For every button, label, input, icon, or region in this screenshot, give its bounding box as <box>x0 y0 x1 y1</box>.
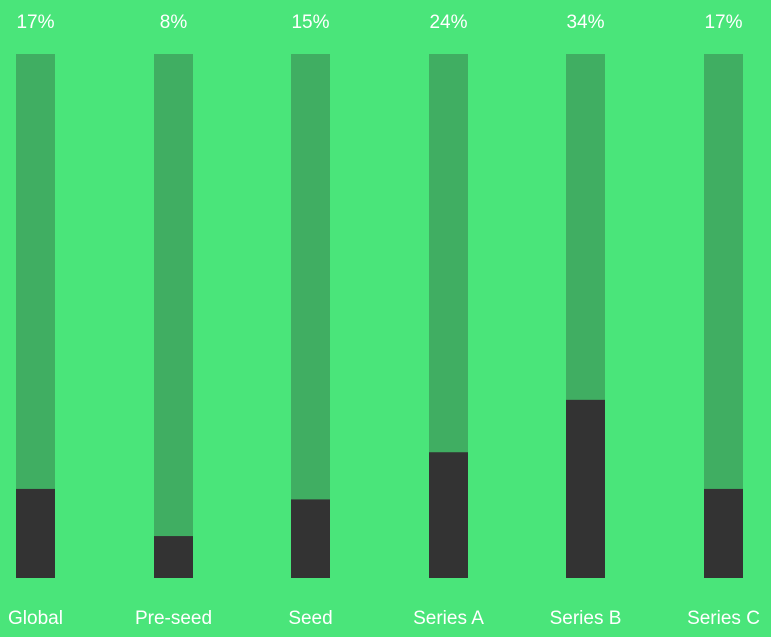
value-label-global: 17% <box>16 12 54 33</box>
bar-fill-series-b <box>566 399 605 578</box>
bar-fill-series-a <box>429 452 468 578</box>
category-label-series-b: Series B <box>550 608 622 629</box>
category-label-global: Global <box>8 608 63 629</box>
bar-fill-series-c <box>704 488 743 578</box>
value-label-pre-seed: 8% <box>160 12 188 33</box>
category-label-seed: Seed <box>288 608 332 629</box>
bar-fill-global <box>16 488 55 578</box>
value-label-seed: 15% <box>291 12 329 33</box>
bar-group: 17% Global 8% Pre-seed 15% Seed 24% Series A 34%… <box>8 12 760 629</box>
value-label-series-c: 17% <box>704 12 742 33</box>
bar-fill-pre-seed <box>154 536 193 578</box>
category-label-series-c: Series C <box>687 608 760 629</box>
value-label-series-b: 34% <box>566 12 604 33</box>
bar-track-pre-seed <box>154 54 193 578</box>
value-label-series-a: 24% <box>429 12 467 33</box>
category-label-pre-seed: Pre-seed <box>135 608 212 629</box>
category-label-series-a: Series A <box>413 608 484 629</box>
bar-track-seed <box>291 54 330 578</box>
bar-fill-seed <box>291 499 330 578</box>
